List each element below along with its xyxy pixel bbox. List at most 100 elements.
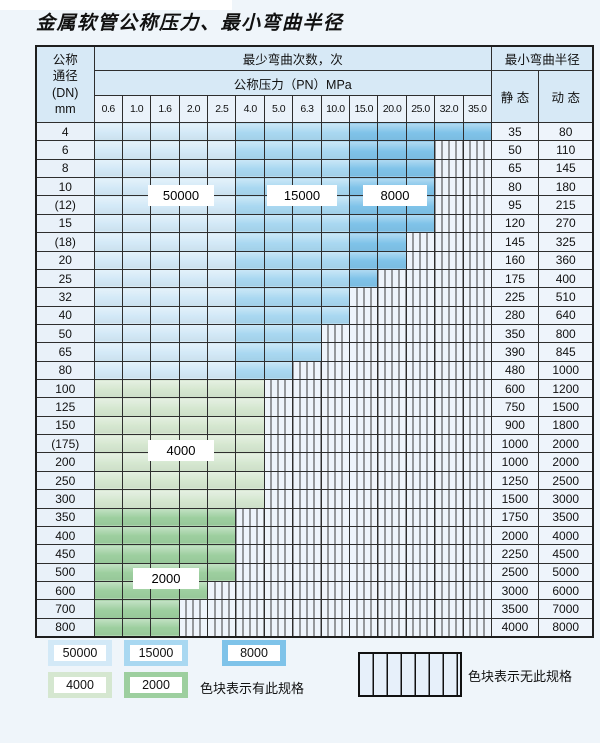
no-spec-cell <box>292 617 322 638</box>
static-value-cell: 95 <box>490 195 539 215</box>
table-row: 4 35 80 <box>35 121 594 142</box>
no-spec-cell <box>434 287 464 307</box>
spec-cell-4000 <box>93 415 123 436</box>
spec-cell-4000 <box>121 470 152 491</box>
pressure-tick: 1.6 <box>150 95 180 123</box>
spec-cell-8000 <box>349 121 379 142</box>
dn-cell: 600 <box>35 580 95 601</box>
no-spec-cell <box>178 599 209 619</box>
spec-cell-15000 <box>292 232 322 252</box>
no-spec-cell <box>292 452 322 472</box>
scan-white-strip <box>0 0 232 10</box>
dn-cell: (175) <box>35 434 95 454</box>
table-row: 50 350 800 <box>35 323 594 344</box>
spec-cell-50000 <box>207 287 237 307</box>
dn-cell: 250 <box>35 470 95 491</box>
no-spec-cell <box>292 434 322 454</box>
spec-cell-15000 <box>292 121 322 142</box>
no-spec-cell <box>462 140 492 160</box>
spec-cell-4000 <box>178 489 209 509</box>
no-spec-cell <box>405 434 436 454</box>
spec-cell-15000 <box>292 140 322 160</box>
no-spec-cell <box>405 562 436 582</box>
spec-cell-15000 <box>292 213 322 234</box>
spec-cell-4000 <box>93 470 123 491</box>
static-value-cell: 65 <box>490 158 539 179</box>
no-spec-cell <box>320 452 351 472</box>
no-spec-cell <box>405 287 436 307</box>
spec-cell-50000 <box>207 213 237 234</box>
dynamic-value-cell: 1500 <box>537 397 594 417</box>
no-spec-cell <box>405 360 436 381</box>
no-spec-cell <box>207 617 237 638</box>
dynamic-value-cell: 4500 <box>537 544 594 564</box>
dynamic-value-cell: 270 <box>537 213 594 234</box>
dynamic-value-cell: 7000 <box>537 599 594 619</box>
dynamic-value-cell: 5000 <box>537 562 594 582</box>
spec-cell-15000 <box>292 287 322 307</box>
no-spec-cell <box>292 544 322 564</box>
dynamic-value-cell: 3000 <box>537 489 594 509</box>
no-spec-cell <box>405 470 436 491</box>
spec-cell-15000 <box>235 232 265 252</box>
spec-cell-8000 <box>377 140 407 160</box>
static-value-cell: 3500 <box>490 599 539 619</box>
pressure-tick: 2.5 <box>207 95 237 123</box>
pressure-tick: 4.0 <box>235 95 265 123</box>
spec-cell-15000 <box>320 287 351 307</box>
no-spec-cell <box>405 617 436 638</box>
pressure-tick: 32.0 <box>434 95 464 123</box>
spec-cell-15000 <box>263 250 294 270</box>
table-row: 20 160 360 <box>35 250 594 270</box>
no-spec-cell <box>292 580 322 601</box>
spec-cell-50000 <box>150 158 180 179</box>
spec-cell-50000 <box>121 268 152 289</box>
dynamic-value-cell: 845 <box>537 342 594 362</box>
spec-cell-8000 <box>434 121 464 142</box>
dn-header-line: 公称 <box>52 52 78 67</box>
spec-cell-2000 <box>178 544 209 564</box>
dynamic-value-cell: 1200 <box>537 379 594 399</box>
static-value-cell: 750 <box>490 397 539 417</box>
spec-cell-4000 <box>207 452 237 472</box>
spec-cell-15000 <box>235 158 265 179</box>
spec-cell-50000 <box>121 195 152 215</box>
spec-cell-2000 <box>150 599 180 619</box>
no-spec-cell <box>292 397 322 417</box>
no-spec-cell <box>263 415 294 436</box>
no-spec-cell <box>377 360 407 381</box>
no-spec-cell <box>434 323 464 344</box>
cycles-label-50000: 50000 <box>148 185 214 206</box>
dynamic-value-cell: 80 <box>537 121 594 142</box>
spec-cell-2000 <box>93 562 123 582</box>
spec-cell-15000 <box>263 360 294 381</box>
no-spec-cell <box>405 232 436 252</box>
dynamic-value-cell: 325 <box>537 232 594 252</box>
table-row: 80 480 1000 <box>35 360 594 381</box>
no-spec-cell <box>207 599 237 619</box>
spec-cell-15000 <box>263 158 294 179</box>
spec-cell-4000 <box>93 397 123 417</box>
spec-cell-8000 <box>349 158 379 179</box>
no-spec-cell <box>462 213 492 234</box>
no-spec-cell <box>377 617 407 638</box>
dynamic-value-cell: 400 <box>537 268 594 289</box>
dn-cell: 50 <box>35 323 95 344</box>
pressure-tick: 6.3 <box>292 95 322 123</box>
spec-cell-15000 <box>292 158 322 179</box>
dn-cell: 300 <box>35 489 95 509</box>
table-row: 800 4000 8000 <box>35 617 594 638</box>
spec-cell-50000 <box>93 195 123 215</box>
no-spec-cell <box>349 287 379 307</box>
static-value-cell: 145 <box>490 232 539 252</box>
dn-cell: 700 <box>35 599 95 619</box>
no-spec-cell <box>349 489 379 509</box>
table-row: 500 2500 5000 <box>35 562 594 582</box>
no-spec-cell <box>405 397 436 417</box>
spec-cell-4000 <box>235 397 265 417</box>
pressure-tick: 35.0 <box>462 95 492 123</box>
spec-cell-50000 <box>121 232 152 252</box>
static-value-cell: 160 <box>490 250 539 270</box>
spec-cell-2000 <box>207 562 237 582</box>
spec-cell-2000 <box>207 507 237 527</box>
